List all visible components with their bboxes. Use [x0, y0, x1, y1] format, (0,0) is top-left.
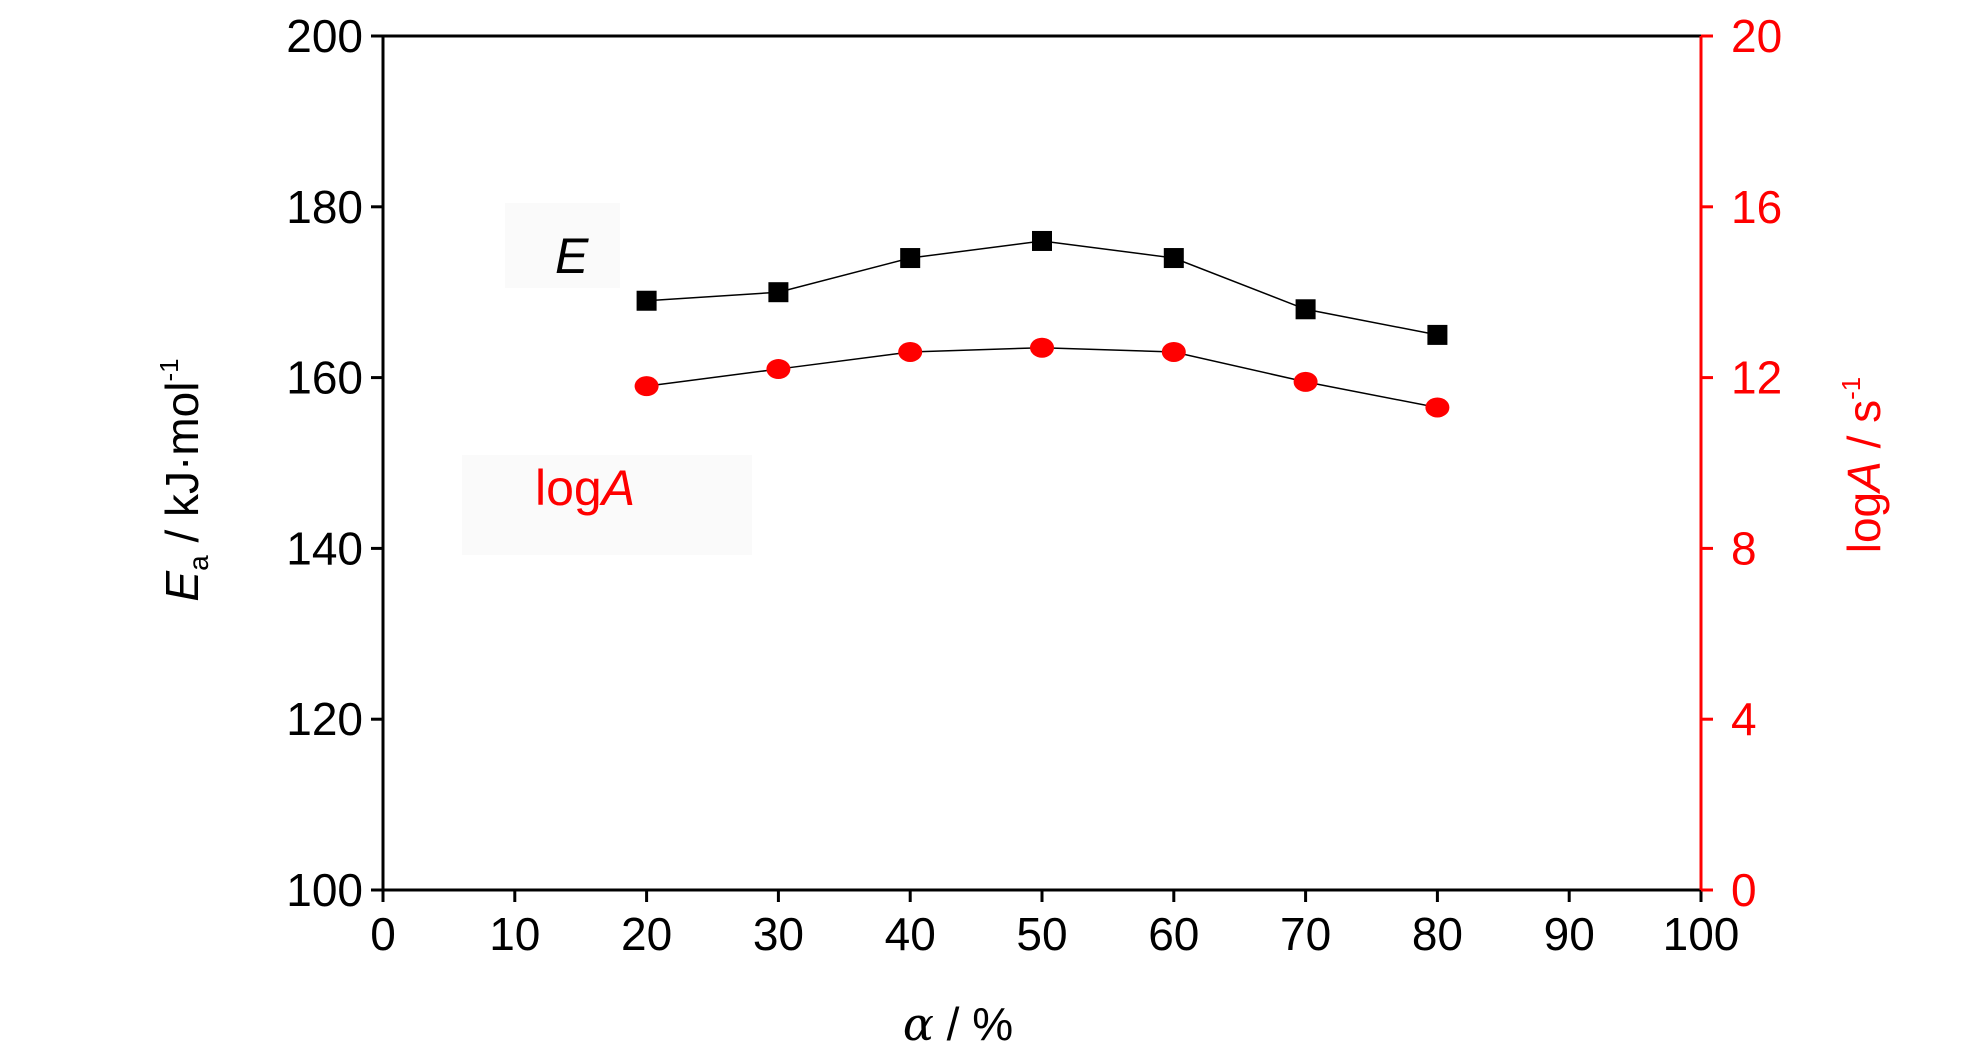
x-tick-label: 10: [489, 908, 540, 960]
point-logA: [766, 359, 791, 380]
right-tick-label: 8: [1731, 522, 1757, 574]
point-logA: [1030, 337, 1054, 358]
right-tick-label: 20: [1731, 10, 1782, 62]
left-tick-label: 180: [286, 181, 363, 233]
point-E: [768, 282, 789, 303]
x-tick-label: 90: [1544, 908, 1595, 960]
left-tick-label: 100: [286, 864, 363, 916]
point-logA: [1161, 341, 1186, 362]
x-tick-label: 30: [753, 908, 804, 960]
left-axis-title: Ea / kJ·mol-1: [154, 358, 214, 601]
left-tick-label: 140: [286, 522, 363, 574]
point-E: [1295, 299, 1316, 320]
x-tick-label: 70: [1280, 908, 1331, 960]
left-tick-label: 160: [286, 352, 363, 404]
E-label-box: [505, 203, 620, 288]
series-markers: [634, 230, 1450, 418]
right-tick-label: 16: [1731, 181, 1782, 233]
x-tick-label: 40: [885, 908, 936, 960]
point-E: [900, 248, 921, 269]
x-tick-label: 20: [621, 908, 672, 960]
right-tick-label: 0: [1731, 864, 1757, 916]
x-axis-ticks: 0 10 20 30 40 50 60 70 80 90 100: [370, 890, 1739, 960]
point-logA: [634, 376, 659, 397]
right-tick-label: 12: [1731, 352, 1782, 404]
x-tick-label: 100: [1663, 908, 1740, 960]
x-tick-label: 60: [1148, 908, 1199, 960]
point-E: [1163, 248, 1184, 269]
logA-label-box: [462, 455, 752, 555]
E-label: E: [555, 228, 589, 284]
left-tick-label: 200: [286, 10, 363, 62]
right-axis-title: logA / s-1: [1836, 377, 1890, 554]
point-logA: [898, 341, 923, 362]
left-tick-label: 120: [286, 693, 363, 745]
x-tick-label: 50: [1016, 908, 1067, 960]
x-tick-label: 80: [1412, 908, 1463, 960]
left-axis-ticks: 100 120 140 160 180 200: [286, 10, 383, 916]
x-axis-title: α / %: [903, 997, 1013, 1051]
point-logA: [1425, 397, 1450, 418]
point-E: [636, 290, 657, 311]
x-tick-label: 0: [370, 908, 396, 960]
point-logA: [1293, 371, 1318, 392]
right-tick-label: 4: [1731, 693, 1757, 745]
point-E: [1427, 324, 1448, 345]
logA-label: logA: [535, 460, 635, 516]
point-E: [1032, 230, 1052, 251]
right-axis-ticks: 0 4 8 12 16 20: [1701, 10, 1782, 916]
